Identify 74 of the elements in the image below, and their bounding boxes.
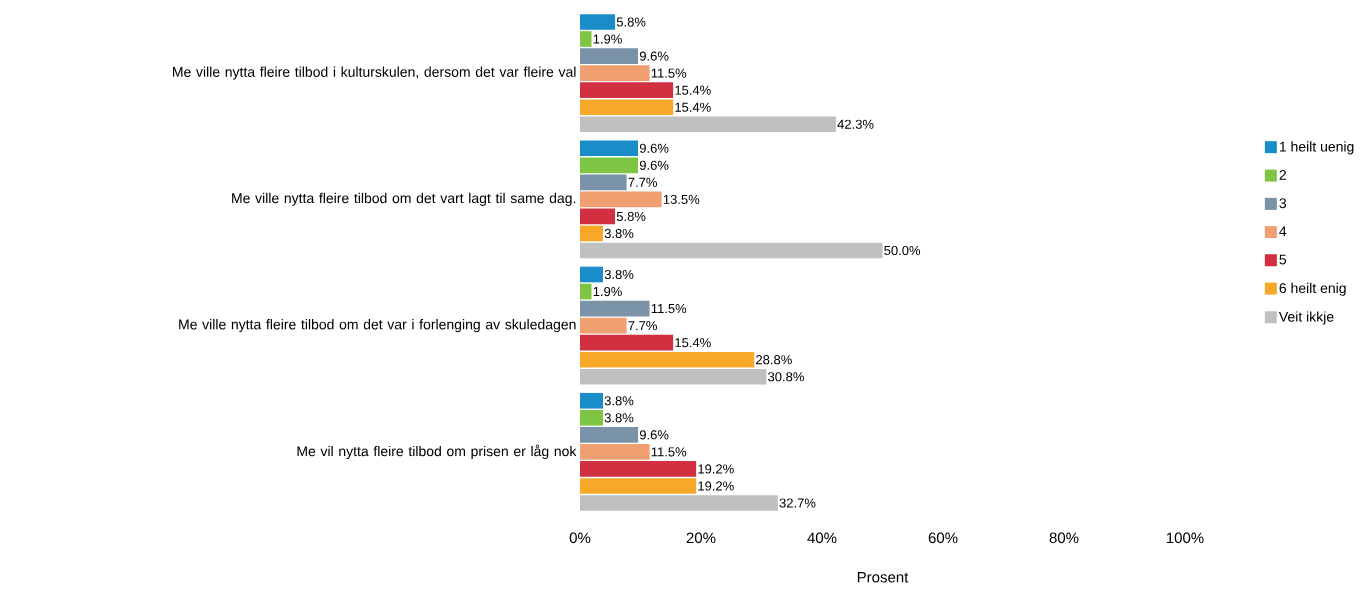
data-label: 9.6% bbox=[639, 430, 669, 440]
bar bbox=[580, 208, 616, 225]
data-label: 15.4% bbox=[675, 338, 711, 348]
x-tick-label: 20% bbox=[686, 532, 716, 544]
data-label: 13.5% bbox=[663, 194, 700, 204]
data-label: 9.6% bbox=[639, 143, 669, 153]
bar bbox=[580, 65, 650, 81]
data-label: 7.7% bbox=[628, 321, 657, 331]
bar bbox=[580, 140, 639, 157]
bar bbox=[580, 82, 674, 99]
data-label: 19.2% bbox=[698, 481, 734, 491]
y-tick-label: Me ville nytta fleire tilbod i kulturskulen, dersom det var fleire val bbox=[173, 66, 576, 80]
bar bbox=[580, 266, 603, 283]
data-label: 50.0% bbox=[884, 245, 921, 256]
bar bbox=[580, 392, 603, 409]
data-label: 15.4% bbox=[675, 85, 711, 95]
data-label: 30.8% bbox=[768, 372, 804, 382]
data-label: 3.8% bbox=[604, 228, 634, 239]
data-label: 5.8% bbox=[616, 17, 646, 27]
data-label: 3.8% bbox=[604, 396, 634, 406]
data-label: 9.6% bbox=[639, 51, 669, 61]
bar bbox=[580, 334, 674, 351]
x-tick-label: 80% bbox=[1049, 532, 1079, 544]
x-tick-label: 0% bbox=[569, 532, 591, 544]
bar bbox=[580, 409, 603, 426]
x-tick-label: 60% bbox=[928, 532, 958, 544]
legend-label: 5 bbox=[1279, 254, 1287, 265]
data-label: 11.5% bbox=[651, 304, 687, 314]
bar bbox=[580, 317, 627, 334]
bar bbox=[580, 116, 836, 133]
bar bbox=[580, 478, 697, 494]
bar bbox=[580, 191, 662, 208]
legend-label: 4 bbox=[1279, 226, 1287, 237]
data-label: 9.6% bbox=[639, 160, 669, 170]
data-label: 11.5% bbox=[651, 68, 687, 78]
legend-label: 6 heilt enig bbox=[1279, 282, 1346, 296]
bar bbox=[580, 99, 674, 116]
bar bbox=[580, 242, 883, 259]
data-label: 19.2% bbox=[698, 464, 734, 474]
bar bbox=[580, 300, 650, 317]
legend-label: Veit ikkje bbox=[1278, 311, 1334, 325]
bar bbox=[580, 351, 755, 368]
data-label: 32.7% bbox=[779, 498, 816, 508]
data-label: 11.5% bbox=[651, 447, 687, 457]
bar bbox=[580, 427, 639, 443]
bar bbox=[580, 225, 603, 242]
legend-label: 3 bbox=[1279, 198, 1287, 209]
y-tick-label: Me ville nytta fleire tilbod om det vart lagt til same dag. bbox=[232, 192, 576, 206]
x-tick-label: 100% bbox=[1166, 532, 1204, 544]
bar bbox=[580, 157, 639, 174]
y-tick-label: Me vil nytta fleire tilbod om prisen er låg nok bbox=[297, 444, 577, 459]
data-label: 42.3% bbox=[837, 119, 874, 129]
data-label: 28.8% bbox=[756, 355, 792, 365]
data-label: 1.9% bbox=[593, 286, 622, 297]
y-tick-label: Me ville nytta fleire tilbod om det var i forlenging av skuledagen bbox=[179, 319, 576, 333]
bar bbox=[580, 495, 778, 511]
legend-label: 1 heilt uenig bbox=[1279, 141, 1354, 155]
data-label: 7.7% bbox=[628, 177, 657, 187]
data-label: 5.8% bbox=[616, 211, 646, 222]
data-label: 3.8% bbox=[604, 269, 634, 280]
bar bbox=[580, 14, 616, 30]
legend-label: 2 bbox=[1279, 169, 1286, 180]
bar bbox=[580, 283, 592, 300]
bar bbox=[580, 48, 639, 64]
bar bbox=[580, 444, 650, 460]
bar bbox=[580, 368, 767, 385]
data-label: 3.8% bbox=[604, 413, 634, 423]
x-axis-title: Prosent bbox=[857, 572, 909, 583]
bar bbox=[580, 461, 697, 477]
bar bbox=[580, 31, 592, 47]
data-label: 1.9% bbox=[593, 34, 622, 44]
data-label: 15.4% bbox=[675, 102, 711, 112]
bar bbox=[580, 174, 627, 191]
x-tick-label: 40% bbox=[807, 532, 837, 544]
